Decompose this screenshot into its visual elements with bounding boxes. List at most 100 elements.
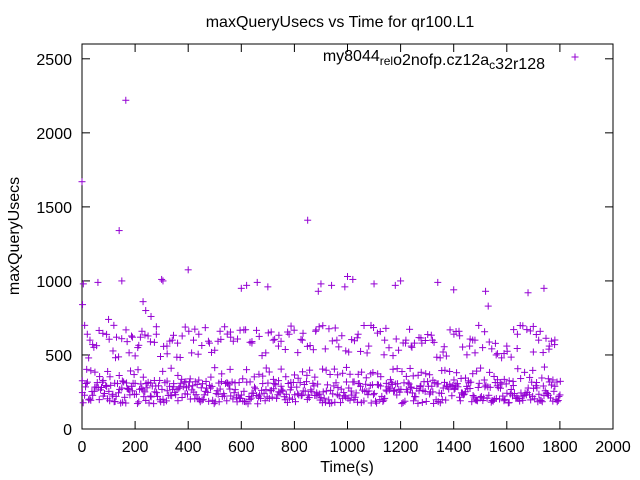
data-point — [526, 373, 534, 381]
data-point — [211, 364, 219, 372]
data-point — [346, 370, 354, 378]
x-tick-label: 1200 — [383, 439, 419, 456]
data-point — [454, 383, 462, 391]
data-point — [439, 348, 447, 356]
data-point — [391, 281, 399, 289]
data-point — [524, 289, 532, 297]
data-point — [159, 395, 167, 403]
data-point — [429, 376, 437, 384]
data-point — [184, 390, 192, 398]
data-point — [99, 329, 107, 337]
data-point — [340, 389, 348, 397]
data-point — [211, 346, 219, 354]
data-point — [146, 392, 154, 400]
data-point — [138, 327, 146, 335]
data-point — [510, 389, 518, 397]
data-point — [453, 369, 461, 377]
data-point — [191, 325, 199, 333]
data-point — [369, 391, 377, 399]
data-point — [372, 397, 380, 405]
data-point — [537, 396, 545, 404]
data-point — [107, 381, 115, 389]
y-tick-label: 1500 — [36, 200, 72, 217]
data-point — [147, 379, 155, 387]
data-point — [450, 376, 458, 384]
data-point — [287, 378, 295, 386]
data-point — [466, 385, 474, 393]
data-point — [555, 392, 563, 400]
data-point — [442, 352, 450, 360]
data-point — [386, 376, 394, 384]
data-point — [189, 382, 197, 390]
data-point — [97, 384, 105, 392]
data-point — [544, 375, 552, 383]
data-point — [128, 333, 136, 341]
data-point — [389, 365, 397, 373]
data-point — [278, 386, 286, 394]
data-point — [418, 398, 426, 406]
data-point — [536, 327, 544, 335]
data-point — [262, 364, 270, 372]
data-point — [305, 394, 313, 402]
data-point — [394, 380, 402, 388]
data-point — [118, 335, 126, 343]
data-point — [406, 364, 414, 372]
data-point — [469, 370, 477, 378]
data-point — [90, 387, 98, 395]
data-point — [407, 342, 415, 350]
data-point — [158, 275, 166, 283]
data-point — [103, 382, 111, 390]
data-point — [277, 382, 285, 390]
data-point — [178, 332, 186, 340]
data-point — [304, 216, 312, 224]
data-point — [145, 399, 153, 407]
data-point — [122, 96, 130, 104]
data-point — [416, 383, 424, 391]
data-point — [403, 388, 411, 396]
data-point — [147, 312, 155, 320]
data-point — [246, 395, 254, 403]
data-point — [139, 373, 147, 381]
data-point — [96, 373, 104, 381]
data-point — [125, 349, 133, 357]
data-point — [178, 375, 186, 383]
data-point — [523, 326, 531, 334]
data-point — [529, 322, 537, 330]
data-point — [230, 389, 238, 397]
data-point — [127, 367, 135, 375]
data-point — [244, 400, 252, 408]
data-point — [412, 393, 420, 401]
data-point — [369, 368, 377, 376]
data-point — [352, 389, 360, 397]
data-point — [262, 386, 270, 394]
data-point — [229, 395, 237, 403]
data-point — [226, 365, 234, 373]
data-point — [111, 354, 119, 362]
data-point — [167, 364, 175, 372]
data-point — [495, 395, 503, 403]
data-point — [540, 363, 548, 371]
data-point — [143, 384, 151, 392]
data-point — [505, 399, 513, 407]
data-point — [428, 336, 436, 344]
data-point — [163, 350, 171, 358]
data-point — [265, 368, 273, 376]
data-point — [91, 368, 99, 376]
data-point — [529, 366, 537, 374]
data-point — [123, 338, 131, 346]
data-point — [453, 380, 461, 388]
data-point — [517, 375, 525, 383]
data-point — [538, 398, 546, 406]
data-point — [351, 393, 359, 401]
legend: my8044relo2nofp.cz12ac32r128 — [323, 48, 579, 73]
data-point — [269, 336, 277, 344]
data-point — [499, 392, 507, 400]
data-point — [250, 383, 258, 391]
data-point — [486, 383, 494, 391]
data-point — [319, 388, 327, 396]
data-point — [446, 326, 454, 334]
data-point — [441, 366, 449, 374]
data-point — [479, 344, 487, 352]
data-point — [168, 392, 176, 400]
data-point — [111, 397, 119, 405]
